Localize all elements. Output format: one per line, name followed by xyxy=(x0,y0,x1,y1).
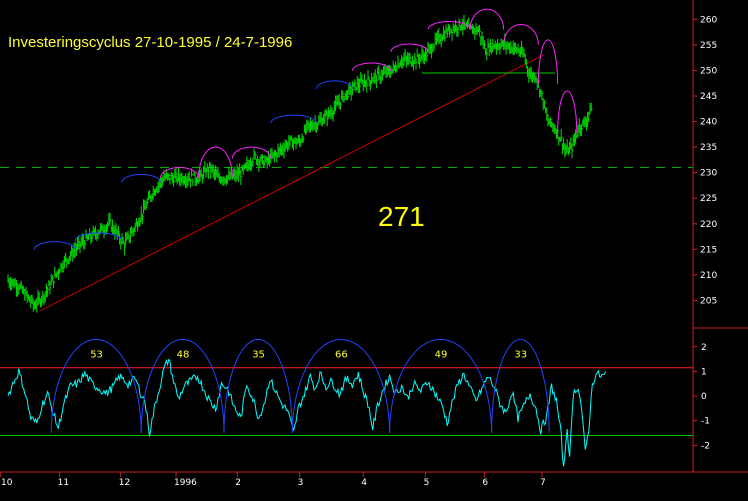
price-axis-label: 220 xyxy=(700,220,717,230)
cycle-length-label: 33 xyxy=(514,349,527,360)
time-axis-label: 12 xyxy=(119,478,130,488)
oscillator-cycle-arc xyxy=(291,338,391,434)
cycle-length-label: 66 xyxy=(335,349,348,360)
price-cycle-arc xyxy=(390,43,429,53)
price-axis-label: 235 xyxy=(700,143,717,153)
price-axis-label: 230 xyxy=(700,169,717,179)
price-cycle-arc xyxy=(427,21,471,30)
time-axis-label: 2 xyxy=(235,478,241,488)
price-cycle-arc xyxy=(231,146,272,159)
price-cycle-arc xyxy=(557,90,578,134)
price-cycle-arc xyxy=(198,146,233,177)
oscillator-panel: 53 48 35 66 49 33 xyxy=(0,338,693,467)
price-axis-label: 260 xyxy=(700,15,717,25)
cycle-count-annotation: 271 xyxy=(378,201,425,232)
cycle-length-label: 35 xyxy=(252,349,265,360)
price-axis-label: 245 xyxy=(700,92,717,102)
oscillator-line xyxy=(7,358,607,467)
price-cycle-arc xyxy=(469,8,505,30)
price-cycle-arc xyxy=(537,39,559,84)
oscillator-cycle-arc xyxy=(50,338,142,434)
price-axis-label: 205 xyxy=(700,296,717,306)
price-cycle-arc xyxy=(351,62,392,72)
time-axis-label: 3 xyxy=(298,478,304,488)
cycle-length-label: 49 xyxy=(435,349,448,360)
oscillator-cycle-arc xyxy=(491,338,550,434)
price-cycle-arc xyxy=(315,80,353,89)
oscillator-cycle-arc xyxy=(223,338,293,434)
price-axis-label: 250 xyxy=(700,66,717,76)
time-axis-label: 6 xyxy=(482,478,488,488)
oscillator-cycle-arc xyxy=(389,338,493,434)
price-cycle-arc xyxy=(33,241,76,250)
oscillator-axis-label: 1 xyxy=(701,367,707,377)
time-axis-label: 1996 xyxy=(174,478,197,488)
trend-line xyxy=(40,54,544,312)
price-axis-label: 255 xyxy=(700,41,717,51)
price-axis-label: 210 xyxy=(700,271,717,281)
price-axis-label: 225 xyxy=(700,194,717,204)
price-axis-label: 215 xyxy=(700,245,717,255)
time-axis-label: 5 xyxy=(424,478,430,488)
price-panel xyxy=(0,8,693,313)
price-cycle-arc xyxy=(503,23,539,45)
price-cycle-arc xyxy=(121,173,161,183)
price-cycle-arc xyxy=(74,232,123,241)
oscillator-cycle-arc xyxy=(140,338,225,434)
price-axis-label: 240 xyxy=(700,118,717,128)
time-axis-label: 7 xyxy=(540,478,546,488)
oscillator-axis-label: -2 xyxy=(701,441,710,451)
time-axis-label: 10 xyxy=(1,478,13,488)
cycle-length-label: 53 xyxy=(90,349,103,360)
cycle-length-label: 48 xyxy=(177,349,190,360)
price-cycle-arc xyxy=(159,167,200,178)
oscillator-axis-label: 0 xyxy=(701,392,707,402)
time-axis-label: 11 xyxy=(58,478,69,488)
chart-title: Investeringscyclus 27-10-1995 / 24-7-199… xyxy=(8,34,292,51)
price-cycle-arc xyxy=(270,114,317,124)
time-axis-label: 4 xyxy=(361,478,367,488)
oscillator-axis-label: -1 xyxy=(701,417,710,427)
axes: 205210215220225230235240245250255260-2-1… xyxy=(0,15,717,488)
oscillator-axis-label: 2 xyxy=(701,343,707,353)
